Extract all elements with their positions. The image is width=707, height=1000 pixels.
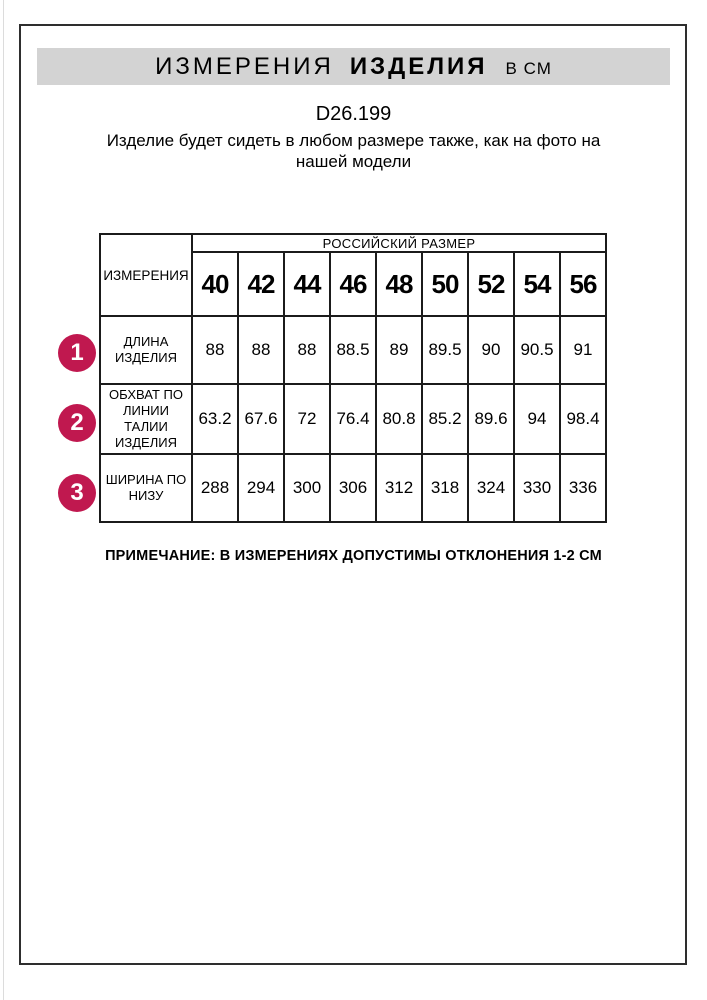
value-cell: 312 [375, 453, 423, 523]
value-cell: 88 [283, 315, 331, 385]
table-row-length: ДЛИНА ИЗДЕЛИЯ 88 88 88 88.5 89 89.5 90 9… [99, 315, 607, 385]
value-cell: 67.6 [237, 383, 285, 455]
value-cell: 288 [191, 453, 239, 523]
page-frame [19, 24, 687, 965]
size-header-40: 40 [191, 251, 239, 317]
article-number: D26.199 [315, 103, 392, 125]
value-cell: 90.5 [513, 315, 561, 385]
value-cell: 300 [283, 453, 331, 523]
row-number-badge-2: 2 [58, 404, 96, 442]
row-label-length: ДЛИНА ИЗДЕЛИЯ [99, 315, 193, 385]
row-number-badge-1: 1 [58, 334, 96, 372]
size-table: ИЗМЕРЕНИЯ РОССИЙСКИЙ РАЗМЕР 40 42 44 46 … [99, 233, 607, 523]
page-edge-line [3, 0, 4, 1000]
title-band: ИЗМЕРЕНИЯ ИЗДЕЛИЯ В СМ [37, 48, 670, 85]
row-number-badge-3: 3 [58, 474, 96, 512]
value-cell: 336 [559, 453, 607, 523]
table-row-bottom-width: ШИРИНА ПО НИЗУ 288 294 300 306 312 318 3… [99, 453, 607, 523]
value-cell: 306 [329, 453, 377, 523]
value-cell: 89.6 [467, 383, 515, 455]
value-cell: 88.5 [329, 315, 377, 385]
value-cell: 72 [283, 383, 331, 455]
value-cell: 318 [421, 453, 469, 523]
value-cell: 294 [237, 453, 285, 523]
value-cell: 94 [513, 383, 561, 455]
value-cell: 88 [191, 315, 239, 385]
size-header-52: 52 [467, 251, 515, 317]
product-description: Изделие будет сидеть в любом размере так… [106, 131, 601, 171]
title-measurements: ИЗМЕРЕНИЯ [155, 53, 334, 80]
row-label-bottom-width: ШИРИНА ПО НИЗУ [99, 453, 193, 523]
size-header-row: 40 42 44 46 48 50 52 54 56 [100, 251, 607, 317]
value-cell: 63.2 [191, 383, 239, 455]
size-header-44: 44 [283, 251, 331, 317]
value-cell: 88 [237, 315, 285, 385]
size-header-56: 56 [559, 251, 607, 317]
size-header-48: 48 [375, 251, 423, 317]
size-header-42: 42 [237, 251, 285, 317]
value-cell: 90 [467, 315, 515, 385]
value-cell: 324 [467, 453, 515, 523]
value-cell: 98.4 [559, 383, 607, 455]
size-header-54: 54 [513, 251, 561, 317]
value-cell: 80.8 [375, 383, 423, 455]
value-cell: 89.5 [421, 315, 469, 385]
size-header-50: 50 [421, 251, 469, 317]
size-group-header: РОССИЙСКИЙ РАЗМЕР [191, 233, 607, 253]
value-cell: 89 [375, 315, 423, 385]
note: ПРИМЕЧАНИЕ: В ИЗМЕРЕНИЯХ ДОПУСТИМЫ ОТКЛО… [105, 548, 602, 564]
size-header-46: 46 [329, 251, 377, 317]
title-unit: В СМ [505, 59, 552, 78]
value-cell: 330 [513, 453, 561, 523]
corner-header: ИЗМЕРЕНИЯ [99, 233, 193, 317]
value-cell: 91 [559, 315, 607, 385]
title-product: ИЗДЕЛИЯ [349, 53, 488, 80]
row-label-waist: ОБХВАТ ПО ЛИНИИ ТАЛИИ ИЗДЕЛИЯ [99, 383, 193, 455]
value-cell: 85.2 [421, 383, 469, 455]
value-cell: 76.4 [329, 383, 377, 455]
table-row-waist: ОБХВАТ ПО ЛИНИИ ТАЛИИ ИЗДЕЛИЯ 63.2 67.6 … [99, 383, 607, 455]
